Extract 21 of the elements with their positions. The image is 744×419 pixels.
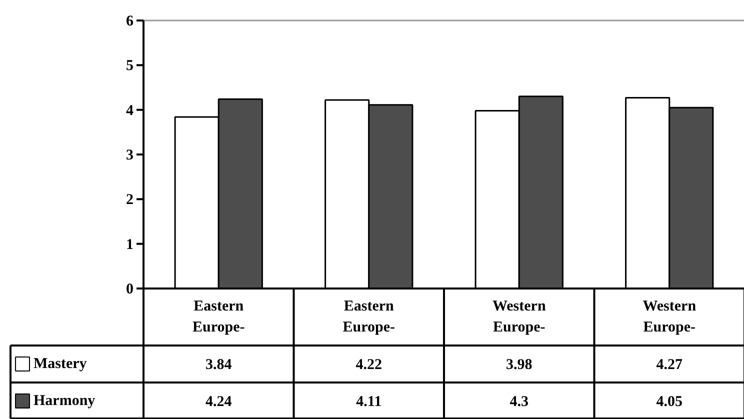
y-tick-label: 5 (126, 58, 134, 74)
y-tick-label: 1 (126, 236, 134, 253)
y-tick-label: 2 (126, 192, 134, 208)
data-label: 4.11 (356, 394, 382, 410)
data-label: 4.27 (656, 357, 683, 373)
y-tick-label: 0 (126, 282, 134, 298)
x-tick-label: Eastern Europe- (342, 298, 395, 336)
data-label: 4.22 (356, 357, 382, 373)
y-tick-label: 4 (126, 102, 134, 119)
data-label: 4.24 (206, 394, 232, 410)
x-tick-label: Eastern Europe- (192, 298, 245, 336)
y-tick-label: 6 (126, 14, 134, 30)
x-tick-label: Western Europe- (492, 298, 546, 336)
data-label: 4.3 (510, 394, 528, 410)
legend-label: Harmony (34, 393, 96, 409)
data-label: 4.05 (656, 394, 682, 410)
x-tick-label: Western Europe- (642, 298, 697, 336)
data-label: 3.84 (206, 357, 232, 373)
y-tick-label: 3 (126, 148, 134, 164)
legend-label: Mastery (34, 356, 88, 372)
data-label: 3.98 (506, 357, 532, 373)
